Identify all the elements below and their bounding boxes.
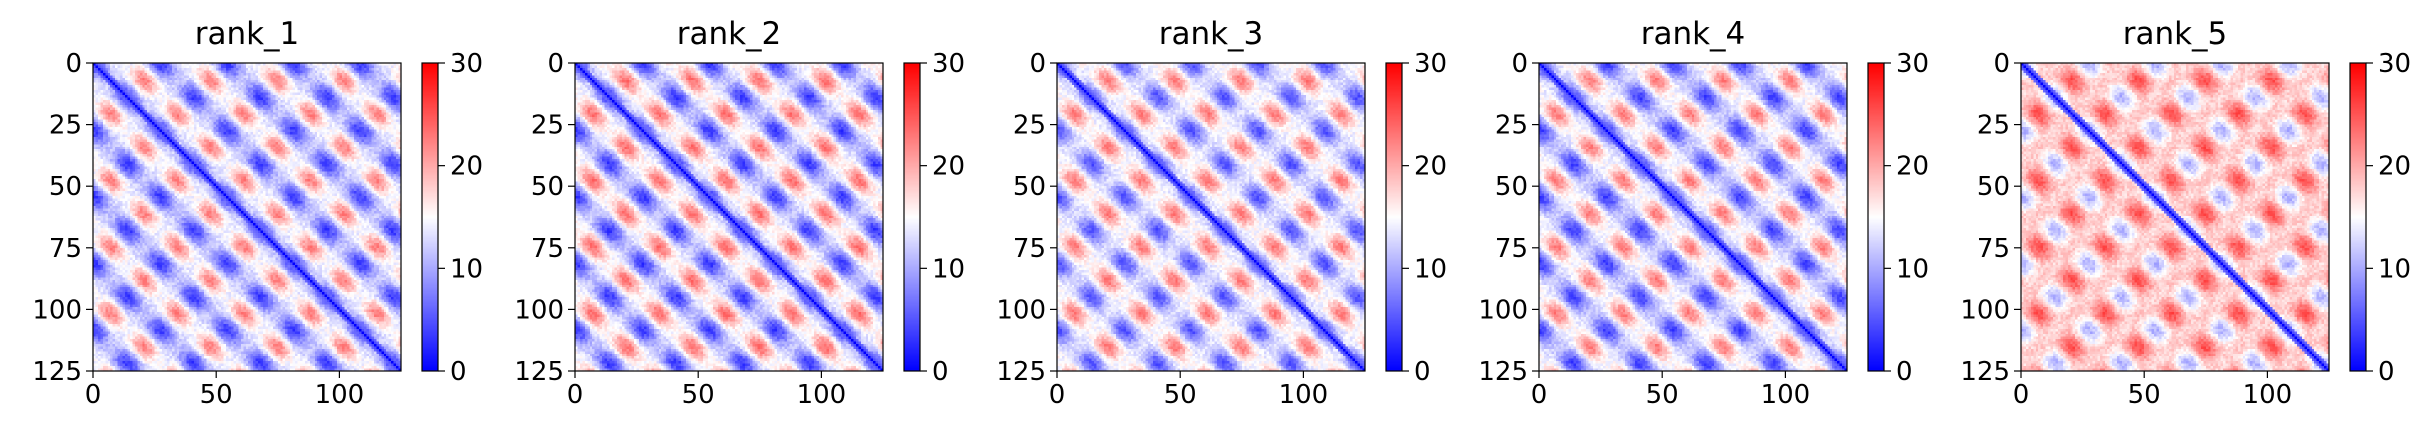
y-tick-label: 50 xyxy=(1495,172,1528,202)
heatmap-image xyxy=(1057,63,1365,371)
y-tick-label: 25 xyxy=(1977,111,2010,141)
y-tick-label: 0 xyxy=(1993,49,2010,79)
heatmap-image xyxy=(93,63,401,371)
y-tick-label: 0 xyxy=(547,49,564,79)
panel-title: rank_2 xyxy=(677,16,782,52)
y-tick-label: 125 xyxy=(32,357,82,387)
panel-title: rank_4 xyxy=(1641,16,1746,52)
colorbar-tick-label: 20 xyxy=(450,152,483,182)
heatmap-frame xyxy=(2020,62,2330,372)
colorbar-tick-label: 0 xyxy=(450,357,467,387)
colorbar-tick-label: 10 xyxy=(2378,254,2411,284)
colorbar-tick-label: 0 xyxy=(1896,357,1913,387)
panel-title: rank_5 xyxy=(2123,16,2228,52)
x-tick-label: 50 xyxy=(1164,380,1197,410)
y-tick-label: 25 xyxy=(49,111,82,141)
colorbar-frame xyxy=(1867,62,1885,372)
x-tick-label: 100 xyxy=(797,380,847,410)
colorbar-frame xyxy=(1385,62,1403,372)
x-tick-label: 0 xyxy=(1049,380,1066,410)
x-tick-label: 50 xyxy=(682,380,715,410)
colorbar-tick-label: 0 xyxy=(2378,357,2395,387)
y-tick-label: 125 xyxy=(1960,357,2010,387)
x-tick-label: 0 xyxy=(567,380,584,410)
x-tick-label: 50 xyxy=(1646,380,1679,410)
heatmap-frame xyxy=(574,62,884,372)
colorbar-tick-label: 30 xyxy=(932,49,965,79)
x-tick-label: 100 xyxy=(1279,380,1329,410)
y-tick-label: 125 xyxy=(514,357,564,387)
colorbar-tick-label: 0 xyxy=(1414,357,1431,387)
y-tick-label: 25 xyxy=(1013,111,1046,141)
y-tick-label: 75 xyxy=(1977,234,2010,264)
y-tick-label: 0 xyxy=(65,49,82,79)
heatmap-frame xyxy=(92,62,402,372)
y-tick-label: 100 xyxy=(996,295,1046,325)
y-tick-label: 50 xyxy=(1013,172,1046,202)
y-tick-label: 75 xyxy=(49,234,82,264)
colorbar-tick-label: 20 xyxy=(2378,152,2411,182)
x-tick-label: 100 xyxy=(2243,380,2293,410)
x-tick-label: 0 xyxy=(2013,380,2030,410)
colorbar-tick-label: 10 xyxy=(450,254,483,284)
y-tick-label: 0 xyxy=(1511,49,1528,79)
y-tick-label: 100 xyxy=(1960,295,2010,325)
x-tick-label: 50 xyxy=(200,380,233,410)
heatmap-frame xyxy=(1538,62,1848,372)
y-tick-label: 125 xyxy=(996,357,1046,387)
x-tick-label: 50 xyxy=(2128,380,2161,410)
y-tick-label: 50 xyxy=(49,172,82,202)
y-tick-label: 100 xyxy=(514,295,564,325)
colorbar-tick-label: 30 xyxy=(2378,49,2411,79)
y-tick-label: 50 xyxy=(531,172,564,202)
panel-title: rank_1 xyxy=(195,16,300,52)
y-tick-label: 75 xyxy=(1013,234,1046,264)
y-tick-label: 25 xyxy=(531,111,564,141)
colorbar-frame xyxy=(421,62,439,372)
colorbar-frame xyxy=(903,62,921,372)
x-tick-label: 0 xyxy=(1531,380,1548,410)
colorbar xyxy=(1868,63,1884,371)
heatmap-image xyxy=(575,63,883,371)
x-tick-label: 100 xyxy=(1761,380,1811,410)
colorbar-tick-label: 20 xyxy=(932,152,965,182)
colorbar xyxy=(2350,63,2366,371)
colorbar-tick-label: 10 xyxy=(1414,254,1447,284)
y-tick-label: 75 xyxy=(531,234,564,264)
colorbar-tick-label: 0 xyxy=(932,357,949,387)
heatmap-image xyxy=(1539,63,1847,371)
colorbar xyxy=(422,63,438,371)
colorbar-tick-label: 10 xyxy=(1896,254,1929,284)
colorbar-tick-label: 30 xyxy=(1896,49,1929,79)
colorbar-frame xyxy=(2349,62,2367,372)
y-tick-label: 75 xyxy=(1495,234,1528,264)
y-tick-label: 100 xyxy=(32,295,82,325)
colorbar-tick-label: 30 xyxy=(450,49,483,79)
colorbar-tick-label: 10 xyxy=(932,254,965,284)
y-tick-label: 100 xyxy=(1478,295,1528,325)
y-tick-label: 25 xyxy=(1495,111,1528,141)
x-tick-label: 100 xyxy=(315,380,365,410)
y-tick-label: 50 xyxy=(1977,172,2010,202)
colorbar-tick-label: 20 xyxy=(1896,152,1929,182)
heatmap-image xyxy=(2021,63,2329,371)
colorbar xyxy=(904,63,920,371)
colorbar xyxy=(1386,63,1402,371)
colorbar-tick-label: 20 xyxy=(1414,152,1447,182)
x-tick-label: 0 xyxy=(85,380,102,410)
panel-title: rank_3 xyxy=(1159,16,1264,52)
heatmap-frame xyxy=(1056,62,1366,372)
colorbar-tick-label: 30 xyxy=(1414,49,1447,79)
y-tick-label: 125 xyxy=(1478,357,1528,387)
y-tick-label: 0 xyxy=(1029,49,1046,79)
